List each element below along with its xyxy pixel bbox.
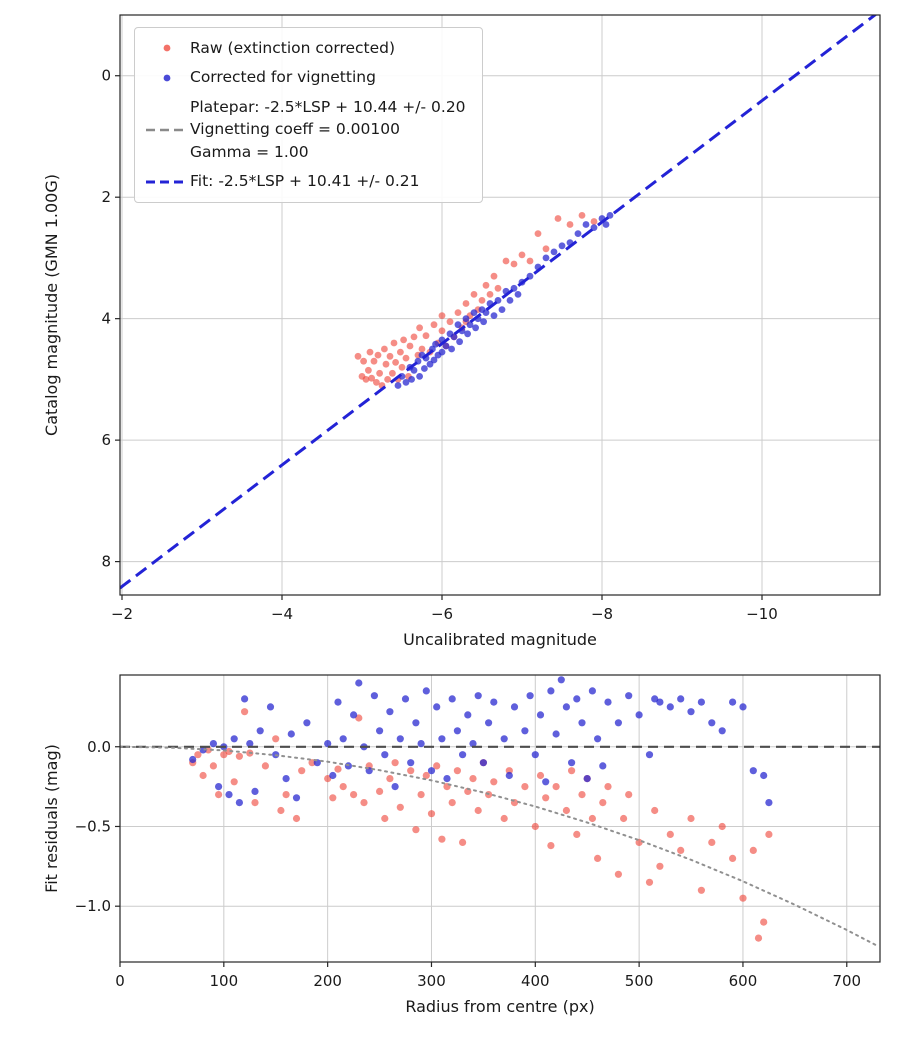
svg-text:100: 100 xyxy=(210,972,239,990)
legend-entry-platepar: Platepar: -2.5*LSP + 10.44 +/- 0.20 Vign… xyxy=(144,96,466,163)
svg-text:300: 300 xyxy=(417,972,446,990)
svg-text:700: 700 xyxy=(832,972,861,990)
svg-text:8: 8 xyxy=(101,553,111,571)
svg-text:Fit residuals (mag): Fit residuals (mag) xyxy=(42,744,61,893)
legend-platepar-line3: Gamma = 1.00 xyxy=(190,142,309,161)
svg-text:0: 0 xyxy=(101,67,111,85)
svg-text:400: 400 xyxy=(521,972,550,990)
fit-dashed-line-icon xyxy=(144,175,190,189)
svg-text:Catalog magnitude (GMN 1.00G): Catalog magnitude (GMN 1.00G) xyxy=(42,174,61,436)
svg-text:4: 4 xyxy=(101,310,111,328)
legend-fit-label: Fit: -2.5*LSP + 10.41 +/- 0.21 xyxy=(190,172,420,191)
legend-platepar-line2: Vignetting coeff = 0.00100 xyxy=(190,120,400,139)
svg-text:−1.0: −1.0 xyxy=(75,897,111,915)
legend-platepar-text: Platepar: -2.5*LSP + 10.44 +/- 0.20 Vign… xyxy=(190,96,466,163)
legend-platepar-line1: Platepar: -2.5*LSP + 10.44 +/- 0.20 xyxy=(190,97,466,116)
svg-text:500: 500 xyxy=(625,972,654,990)
svg-text:600: 600 xyxy=(729,972,758,990)
svg-text:−6: −6 xyxy=(431,605,453,623)
svg-text:−8: −8 xyxy=(591,605,613,623)
svg-text:Radius from centre (px): Radius from centre (px) xyxy=(405,997,594,1016)
legend-entry-raw: Raw (extinction corrected) xyxy=(144,37,466,59)
svg-text:0.0: 0.0 xyxy=(87,738,111,756)
corrected-scatter-marker-icon xyxy=(144,71,190,85)
legend: Raw (extinction corrected) Corrected for… xyxy=(134,27,483,203)
svg-text:6: 6 xyxy=(101,431,111,449)
svg-text:−2: −2 xyxy=(111,605,133,623)
svg-text:Uncalibrated magnitude: Uncalibrated magnitude xyxy=(403,630,597,649)
legend-corrected-label: Corrected for vignetting xyxy=(190,68,376,87)
svg-text:200: 200 xyxy=(313,972,342,990)
svg-text:0: 0 xyxy=(115,972,125,990)
svg-text:−0.5: −0.5 xyxy=(75,817,111,835)
svg-text:2: 2 xyxy=(101,188,111,206)
legend-entry-fit: Fit: -2.5*LSP + 10.41 +/- 0.21 xyxy=(144,170,466,192)
raw-scatter-marker-icon xyxy=(144,41,190,55)
legend-raw-label: Raw (extinction corrected) xyxy=(190,39,396,57)
platepar-dashed-line-icon xyxy=(144,123,190,137)
legend-entry-corrected: Corrected for vignetting xyxy=(144,66,466,88)
svg-text:−10: −10 xyxy=(746,605,778,623)
svg-text:−4: −4 xyxy=(271,605,293,623)
